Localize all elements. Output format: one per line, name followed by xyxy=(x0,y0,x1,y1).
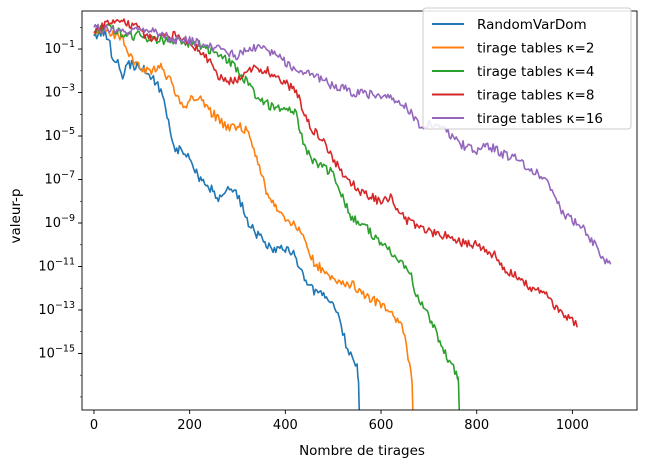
y-tick-label: 10−3 xyxy=(44,83,75,101)
y-tick-label: 10−5 xyxy=(44,126,75,144)
legend-label: tirage tables κ=4 xyxy=(477,64,594,80)
y-tick-label: 10−11 xyxy=(38,256,75,274)
x-tick-label: 800 xyxy=(464,418,489,433)
x-tick-label: 400 xyxy=(273,418,298,433)
y-tick-label: 10−1 xyxy=(44,39,75,57)
y-axis: 10−15 10−13 10−11 10−9 10−7 10−5 10−3 10−1 xyxy=(38,27,82,398)
y-tick-label: 10−15 xyxy=(38,343,75,361)
legend: RandomVarDom tirage tables κ=2 tirage tabl… xyxy=(422,7,632,130)
series-layer xyxy=(93,18,612,410)
plot-frame xyxy=(81,10,638,411)
x-tick-label: 1000 xyxy=(556,418,589,433)
legend-label: tirage tables κ=2 xyxy=(477,41,594,57)
y-tick-label: 10−13 xyxy=(38,300,75,318)
x-tick-label: 200 xyxy=(177,418,202,433)
series-line xyxy=(93,28,414,410)
y-tick-label: 10−7 xyxy=(44,170,75,188)
y-tick-label: 10−9 xyxy=(44,213,75,231)
x-tick-label: 0 xyxy=(90,418,98,433)
legend-label: tirage tables κ=8 xyxy=(477,88,594,104)
y-axis-label: valeur-p xyxy=(8,188,24,243)
series-line xyxy=(93,23,612,265)
x-axis: 0 200 400 600 800 1000 xyxy=(90,410,589,433)
legend-label: tirage tables κ=16 xyxy=(477,111,603,127)
legend-frame xyxy=(422,7,632,130)
legend-label: RandomVarDom xyxy=(477,17,587,33)
series-line xyxy=(93,18,578,328)
x-axis-label: Nombre de tirages xyxy=(299,443,425,459)
x-tick-label: 600 xyxy=(369,418,394,433)
